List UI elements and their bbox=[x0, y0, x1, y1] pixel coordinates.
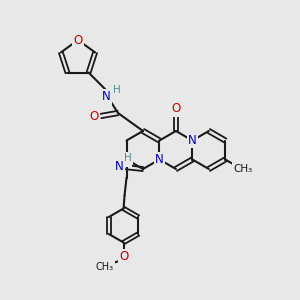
Text: CH₃: CH₃ bbox=[95, 262, 114, 272]
Text: O: O bbox=[74, 34, 82, 46]
Text: H: H bbox=[124, 153, 132, 163]
Text: N: N bbox=[188, 134, 197, 147]
Text: N: N bbox=[122, 153, 131, 166]
Text: N: N bbox=[155, 153, 164, 166]
Text: CH₃: CH₃ bbox=[234, 164, 253, 173]
Text: N: N bbox=[115, 160, 123, 173]
Text: N: N bbox=[102, 91, 110, 103]
Text: H: H bbox=[113, 85, 121, 95]
Text: O: O bbox=[171, 103, 181, 116]
Text: O: O bbox=[119, 250, 128, 263]
Text: O: O bbox=[89, 110, 99, 122]
